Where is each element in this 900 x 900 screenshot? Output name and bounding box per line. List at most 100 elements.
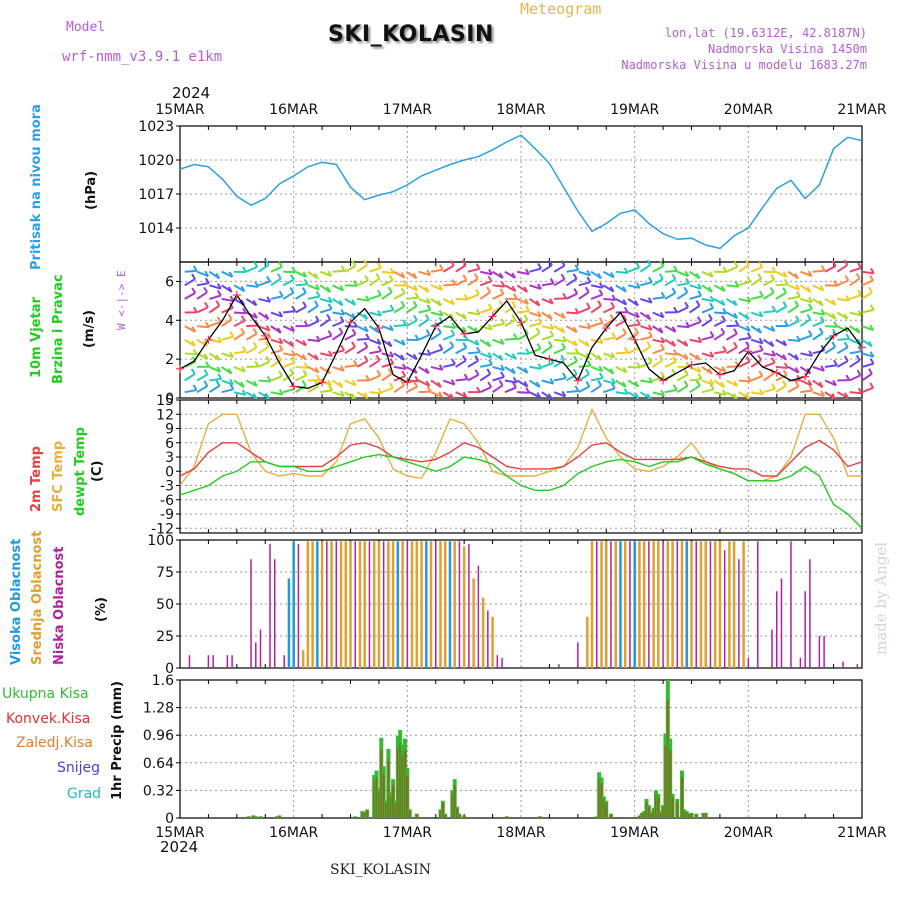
wind-barb-flag [326, 286, 331, 293]
wind-barb-flag [229, 331, 235, 338]
precip-bar-conv [375, 777, 378, 818]
wind-barb [861, 362, 874, 368]
wind-barb [184, 269, 197, 273]
wind-barb-flag [376, 262, 382, 269]
wind-barb-flag [227, 368, 233, 375]
wind-barb-flag [414, 334, 420, 341]
wind-barb [602, 318, 615, 327]
wind-barb-flag [855, 354, 861, 361]
wind-barb [750, 266, 763, 273]
wind-barb-flag [845, 295, 851, 302]
wind-barb [849, 277, 861, 287]
wind-barb [258, 336, 271, 341]
wind-barb-flag [265, 325, 271, 332]
wind-barb [640, 379, 653, 384]
wind-barb [418, 318, 430, 327]
wind-barb-flag [536, 343, 542, 350]
wind-barb-flag [291, 305, 297, 312]
wind-barb-flag [547, 393, 553, 400]
wind-barb-flag [770, 325, 776, 332]
wind-barb-flag [770, 274, 775, 281]
wind-barb-flag [513, 333, 518, 340]
wind-barb-flag [203, 369, 209, 376]
panel-frame [179, 539, 863, 669]
precip-bar-conv [373, 781, 376, 818]
wind-barb [750, 349, 764, 355]
wind-barb-flag [660, 291, 666, 298]
wind-barb [566, 311, 579, 315]
wind-barb-flag [340, 265, 346, 272]
precip-bar-conv [276, 816, 279, 818]
wind-barb [701, 270, 714, 278]
wind-barb [787, 366, 800, 374]
wind-barb-flag [609, 314, 615, 321]
precip-bar-conv [643, 812, 646, 818]
wind-barb [369, 350, 382, 355]
wind-barb-flag [402, 363, 407, 370]
wind-barb-flag [524, 298, 529, 305]
precip-bar-conv [439, 810, 442, 818]
wind-barb [714, 311, 727, 315]
wind-barb [245, 265, 258, 273]
wind-barb-flag [265, 392, 270, 399]
wind-barb-flag [734, 320, 740, 327]
wind-barb [529, 322, 542, 328]
wind-barb-flag [438, 310, 444, 317]
wind-barb-flag [426, 269, 432, 276]
wind-barb-flag [818, 381, 824, 388]
precip-bar-conv [538, 816, 541, 818]
wind-barb-flag [697, 283, 702, 290]
wind-barb [455, 278, 467, 287]
wind-barb-flag [843, 341, 849, 348]
wind-barb [541, 334, 554, 341]
wind-barb [344, 265, 356, 273]
precip-bar-conv [385, 803, 388, 818]
wind-barb-flag [722, 345, 727, 352]
wind-barb [640, 335, 653, 341]
wind-barb-flag [782, 339, 788, 346]
wind-barb-flag [525, 348, 531, 355]
wind-barb-flag [794, 354, 800, 361]
wind-barb-flag [794, 300, 800, 307]
wind-barb [356, 325, 369, 333]
wind-barb-flag [560, 312, 566, 319]
precip-bar-conv [676, 801, 679, 818]
wind-barb-flag [831, 328, 837, 335]
wind-barb-flag [326, 368, 332, 375]
wind-barb-flag [352, 280, 358, 287]
wind-barb [418, 379, 430, 387]
precip-bar-conv [654, 794, 657, 818]
wind-barb [455, 359, 467, 368]
wind-barb [344, 346, 356, 355]
wind-barb-flag [758, 290, 764, 297]
precip-bar-conv [278, 815, 281, 818]
wind-barb [282, 325, 295, 333]
wind-barb-flag [387, 340, 393, 347]
wind-barb [393, 323, 407, 328]
wind-barb [233, 365, 246, 373]
wind-barb-flag [684, 270, 690, 277]
wind-barb-flag [660, 343, 665, 350]
wind-barb [319, 318, 331, 327]
wind-barb-flag [240, 381, 245, 388]
wind-barb [640, 297, 653, 304]
wind-barb-flag [328, 384, 333, 391]
wind-barb-flag [733, 328, 738, 335]
wind-barb-flag [733, 312, 739, 319]
wind-barb [738, 280, 751, 287]
wind-barb-flag [363, 341, 369, 348]
wind-barb [184, 325, 196, 333]
wind-barb-flag [769, 340, 775, 347]
wind-barb [652, 348, 665, 355]
wind-barb [270, 349, 283, 355]
wind-barb [356, 264, 368, 273]
wind-barb [590, 376, 604, 382]
wind-barb-flag [781, 380, 787, 387]
precip-bar-conv [609, 814, 612, 818]
wind-barb-flag [389, 324, 394, 331]
wind-barb-flag [488, 359, 493, 366]
wind-barb-flag [450, 379, 456, 386]
wind-barb-flag [229, 295, 235, 302]
wind-barb [726, 311, 738, 319]
wind-barb [196, 282, 210, 287]
